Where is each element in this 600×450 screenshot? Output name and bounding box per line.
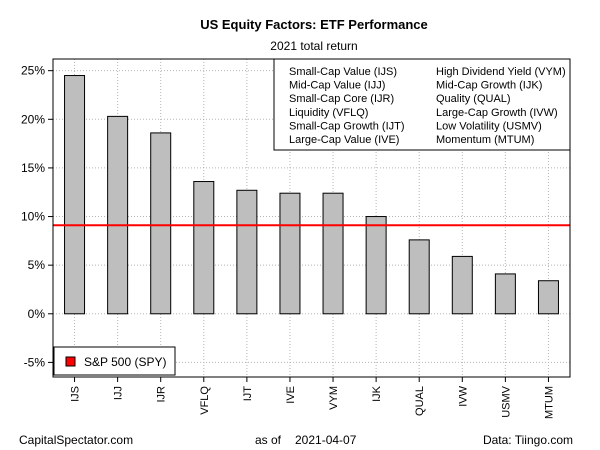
x-tick-label: MTUM bbox=[543, 386, 555, 419]
key-entry: Small-Cap Value (IJS) bbox=[289, 66, 397, 78]
key-entry: Momentum (MTUM) bbox=[436, 134, 534, 146]
chart-subtitle: 2021 total return bbox=[270, 39, 357, 53]
key-entry: Small-Cap Growth (IJT) bbox=[289, 120, 405, 132]
as-of-date: 2021-04-07 bbox=[295, 433, 357, 447]
x-tick-label: IJJ bbox=[113, 386, 125, 400]
x-tick-label: IJR bbox=[156, 386, 168, 403]
source-credit: CapitalSpectator.com bbox=[19, 433, 134, 447]
bar-vflq bbox=[193, 181, 215, 315]
key-entry: Mid-Cap Value (IJJ) bbox=[289, 80, 385, 92]
key-entry: Small-Cap Core (IJR) bbox=[289, 93, 394, 105]
x-tick-label: IJS bbox=[70, 386, 82, 402]
bar-ive bbox=[279, 192, 301, 315]
x-tick-label: IVE bbox=[285, 386, 297, 404]
chart-title: US Equity Factors: ETF Performance bbox=[200, 17, 428, 32]
y-tick-label: 25% bbox=[21, 64, 45, 78]
key-entry: High Dividend Yield (VYM) bbox=[436, 66, 566, 78]
key-entry: Large-Cap Growth (IVW) bbox=[436, 107, 558, 119]
x-tick-label: USMV bbox=[500, 385, 512, 417]
y-tick-label: 20% bbox=[21, 112, 45, 126]
bar-ivw bbox=[451, 255, 473, 315]
bar-vym bbox=[322, 192, 344, 315]
bar-ijj bbox=[107, 115, 129, 315]
data-source: Data: Tiingo.com bbox=[482, 433, 573, 447]
bar-ijk bbox=[365, 216, 387, 315]
x-tick-label: VFLQ bbox=[199, 386, 211, 415]
key-entry: Mid-Cap Growth (IJK) bbox=[436, 80, 542, 92]
as-of-label: as of bbox=[255, 433, 282, 447]
key-box: Small-Cap Value (IJS) High Dividend Yield… bbox=[273, 58, 571, 151]
axes: -5% 0% 5% 10% 15% 20% 25% IJS IJJ IJR VFLQ IJT IVE VY… bbox=[21, 58, 571, 419]
bar-ijs bbox=[64, 75, 86, 315]
bar-ijt bbox=[236, 189, 258, 315]
bars bbox=[64, 75, 559, 315]
y-tick-label: 0% bbox=[28, 307, 46, 321]
key-box-frame bbox=[273, 58, 571, 151]
x-tick-label: IVW bbox=[457, 385, 469, 406]
legend-label-spy: S&P 500 (SPY) bbox=[84, 355, 167, 369]
bar-usmv bbox=[494, 273, 516, 315]
bar-mtum bbox=[537, 280, 559, 315]
bar-qual bbox=[408, 239, 430, 315]
x-tick-label: QUAL bbox=[414, 386, 426, 416]
y-tick-label: 5% bbox=[28, 258, 46, 272]
y-tick-label: -5% bbox=[24, 355, 46, 369]
bar-ijr bbox=[150, 132, 172, 315]
x-tick-label: IJT bbox=[242, 386, 254, 402]
x-tick-label: VYM bbox=[328, 386, 340, 410]
legend-swatch-spy bbox=[65, 356, 76, 367]
y-tick-label: 15% bbox=[21, 161, 45, 175]
key-entry: Quality (QUAL) bbox=[436, 93, 511, 105]
legend: S&P 500 (SPY) bbox=[53, 346, 176, 376]
key-entry: Low Volatility (USMV) bbox=[436, 120, 542, 132]
key-entry: Large-Cap Value (IVE) bbox=[289, 134, 399, 146]
x-tick-label: IJK bbox=[371, 385, 383, 402]
key-entry: Liquidity (VFLQ) bbox=[289, 107, 368, 119]
y-tick-label: 10% bbox=[21, 210, 45, 224]
